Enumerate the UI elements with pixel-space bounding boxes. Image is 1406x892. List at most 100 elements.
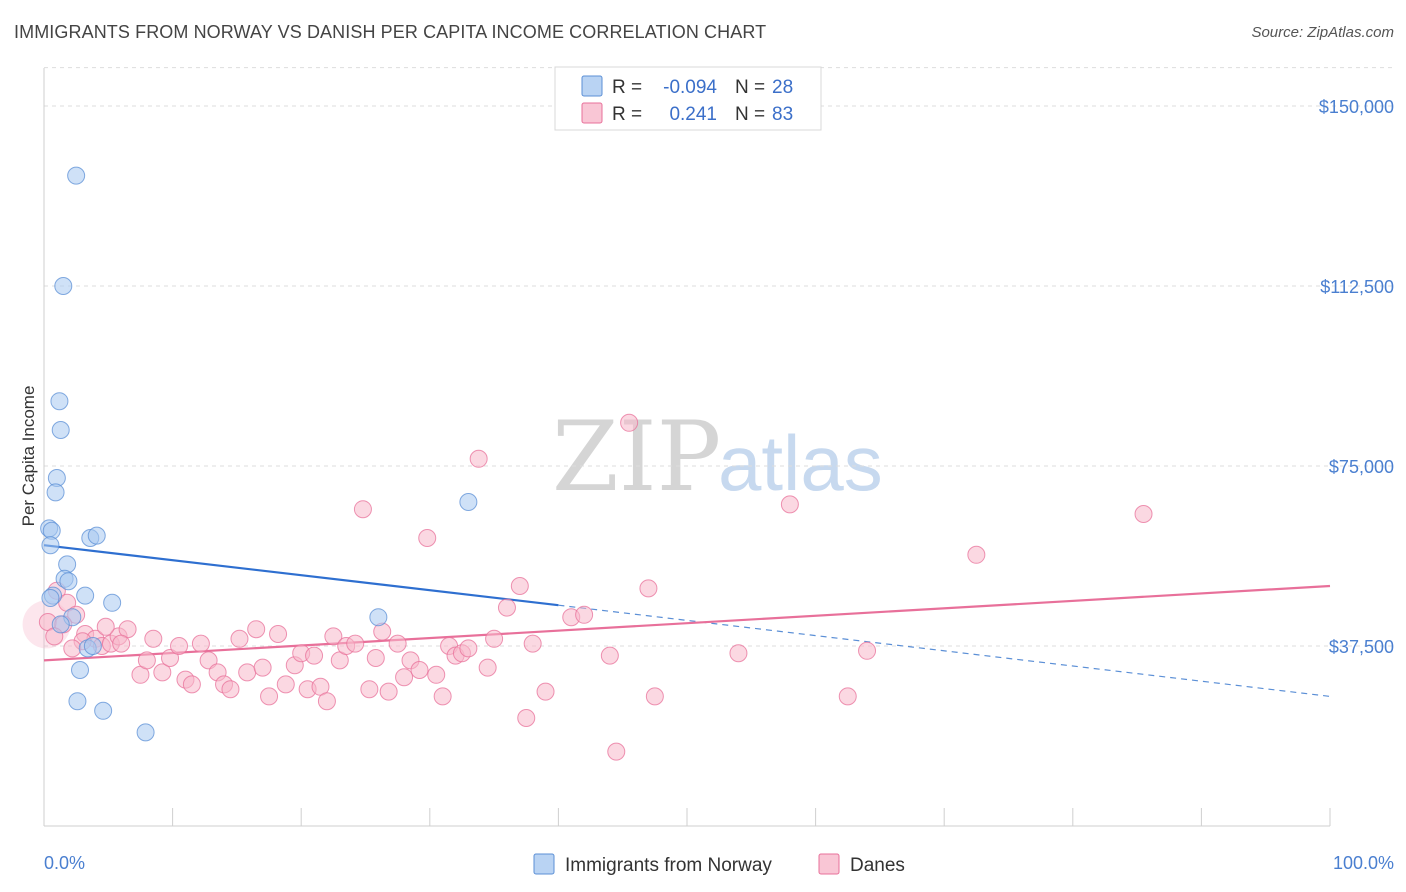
y-axis-label: Per Capita Income	[19, 386, 38, 527]
x-tick-label: 0.0%	[44, 853, 85, 873]
data-point-danes	[360, 680, 379, 699]
data-point-danes	[410, 661, 429, 679]
data-point-danes	[967, 545, 986, 564]
source-label: Source: ZipAtlas.com	[1251, 24, 1394, 41]
legend-n-label-norway: N =	[735, 77, 765, 98]
data-point-danes	[276, 675, 295, 694]
data-point-norway	[41, 536, 60, 555]
data-point-norway	[459, 493, 478, 511]
data-point-danes	[199, 651, 218, 670]
trend-line-danes	[43, 584, 1331, 662]
watermark-atlas: atlas	[718, 419, 883, 507]
data-point-danes	[427, 665, 446, 684]
x-tick-label: 100.0%	[1333, 853, 1394, 873]
bottom-legend-swatch-danes	[818, 853, 840, 875]
data-point-danes	[729, 644, 748, 663]
x-tick-labels: 0.0% 100.0%	[44, 853, 1394, 873]
data-point-danes	[153, 663, 172, 682]
data-point-danes	[238, 663, 257, 682]
data-point-danes	[379, 682, 398, 701]
data-point-norway	[67, 166, 86, 185]
data-point-danes	[575, 605, 594, 624]
data-point-danes	[353, 500, 372, 519]
data-point-danes	[395, 668, 414, 687]
data-point-danes	[478, 658, 497, 677]
y-tick-label: $37,500	[1329, 637, 1394, 657]
legend-n-label-danes: N =	[735, 104, 765, 125]
data-point-danes	[269, 625, 288, 643]
data-point-danes	[63, 639, 82, 658]
legend-swatch-danes	[581, 102, 603, 124]
data-point-danes	[96, 617, 115, 636]
data-point-danes	[324, 627, 343, 646]
legend: R = -0.094 N = 28 R = 0.241 N = 83	[554, 66, 822, 131]
data-point-norway	[103, 593, 122, 612]
data-point-danes	[645, 687, 664, 706]
grid-lines	[44, 67, 1394, 647]
data-point-norway	[68, 692, 87, 711]
legend-r-value-norway: -0.094	[663, 77, 717, 98]
legend-n-value-norway: 28	[772, 77, 793, 98]
trend-lines	[43, 544, 1331, 697]
bottom-legend-label-danes: Danes	[850, 855, 905, 876]
data-point-danes	[191, 634, 210, 653]
legend-r-label-norway: R =	[612, 77, 642, 98]
trend-line-norway	[43, 544, 559, 607]
bottom-legend-swatch-norway	[533, 853, 555, 875]
y-tick-labels: $37,500 $75,000 $112,500 $150,000	[1319, 97, 1394, 657]
data-points	[22, 166, 1153, 761]
data-point-danes	[469, 449, 488, 468]
data-point-norway	[83, 637, 102, 655]
data-point-danes	[459, 639, 478, 658]
data-point-danes	[780, 495, 799, 514]
data-point-norway	[41, 589, 60, 607]
data-point-danes	[433, 687, 452, 706]
bottom-legend: Immigrants from Norway Danes	[533, 853, 905, 876]
axes	[43, 68, 1331, 827]
chart-title: IMMIGRANTS FROM NORWAY VS DANISH PER CAP…	[14, 22, 767, 42]
data-point-danes	[858, 641, 877, 660]
trend-line-norway-extension	[558, 604, 1331, 697]
data-point-norway	[369, 608, 388, 627]
data-point-norway	[51, 421, 70, 439]
y-tick-label: $112,500	[1320, 277, 1394, 297]
data-point-danes	[600, 646, 619, 665]
data-point-danes	[418, 529, 437, 547]
data-point-danes	[182, 675, 201, 694]
legend-r-label-danes: R =	[612, 104, 642, 125]
data-point-danes	[317, 692, 336, 711]
data-point-danes	[260, 687, 279, 706]
data-point-danes	[247, 620, 266, 639]
data-point-danes	[485, 629, 504, 648]
data-point-norway	[136, 723, 155, 742]
y-tick-label: $75,000	[1329, 457, 1394, 477]
data-point-norway	[46, 483, 65, 502]
data-point-danes	[517, 709, 536, 727]
data-point-norway	[59, 572, 78, 591]
data-point-danes	[137, 651, 156, 670]
data-point-danes	[620, 413, 639, 432]
data-point-danes	[170, 637, 189, 655]
data-point-danes	[497, 598, 516, 617]
data-point-danes	[230, 629, 249, 648]
data-point-danes	[221, 680, 240, 699]
y-tick-label: $150,000	[1319, 97, 1394, 117]
data-point-danes	[536, 682, 555, 701]
data-point-danes	[161, 649, 180, 667]
data-point-norway	[87, 526, 106, 545]
data-point-norway	[94, 701, 113, 720]
data-point-danes	[112, 634, 131, 653]
data-point-danes	[144, 629, 163, 648]
data-point-norway	[50, 392, 69, 411]
data-point-danes	[607, 742, 626, 761]
data-point-norway	[71, 661, 90, 679]
data-point-norway	[76, 586, 95, 605]
data-point-norway	[51, 615, 70, 634]
legend-swatch-norway	[581, 75, 603, 97]
data-point-danes	[366, 649, 385, 667]
data-point-danes	[1134, 505, 1153, 523]
data-point-danes	[838, 687, 857, 706]
data-point-norway	[54, 277, 73, 295]
data-point-danes	[305, 646, 324, 665]
